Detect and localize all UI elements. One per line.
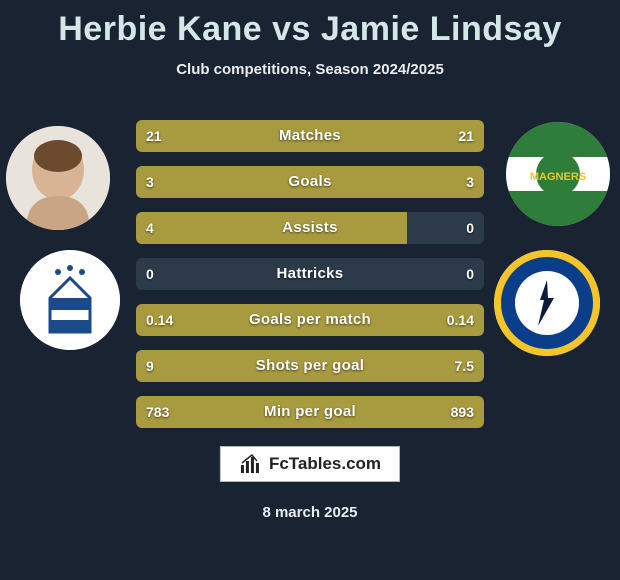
stat-row: 00Hattricks: [136, 258, 484, 290]
stat-label: Goals: [136, 166, 484, 198]
chart-icon: [239, 453, 261, 475]
subtitle: Club competitions, Season 2024/2025: [0, 61, 620, 78]
svg-text:BRISTOL ROVERS: BRISTOL ROVERS: [494, 250, 566, 252]
stat-row: 97.5Shots per goal: [136, 350, 484, 382]
player2-name: Jamie Lindsay: [321, 10, 562, 48]
player2-avatar: MAGNERS: [506, 122, 610, 226]
branding-text: FcTables.com: [269, 454, 381, 474]
stat-row: 783893Min per goal: [136, 396, 484, 428]
stat-label: Goals per match: [136, 304, 484, 336]
vs-label: vs: [272, 10, 311, 48]
stat-label: Matches: [136, 120, 484, 152]
page-title: Herbie Kane vs Jamie Lindsay: [0, 0, 620, 49]
stat-row: 33Goals: [136, 166, 484, 198]
player1-club-badge: [20, 250, 120, 350]
stat-row: 0.140.14Goals per match: [136, 304, 484, 336]
stat-label: Assists: [136, 212, 484, 244]
stat-label: Shots per goal: [136, 350, 484, 382]
branding-badge: FcTables.com: [220, 446, 400, 482]
player1-name: Herbie Kane: [58, 10, 262, 48]
stat-label: Min per goal: [136, 396, 484, 428]
stat-row: 40Assists: [136, 212, 484, 244]
stats-container: 2121Matches 33Goals 40Assists 00Hattricks 0.…: [136, 120, 484, 442]
svg-text:MAGNERS: MAGNERS: [530, 171, 586, 183]
date-label: 8 march 2025: [0, 504, 620, 521]
player2-club-badge: BRISTOL ROVERS: [494, 250, 600, 356]
stat-row: 2121Matches: [136, 120, 484, 152]
player1-avatar: [6, 126, 110, 230]
stat-label: Hattricks: [136, 258, 484, 290]
